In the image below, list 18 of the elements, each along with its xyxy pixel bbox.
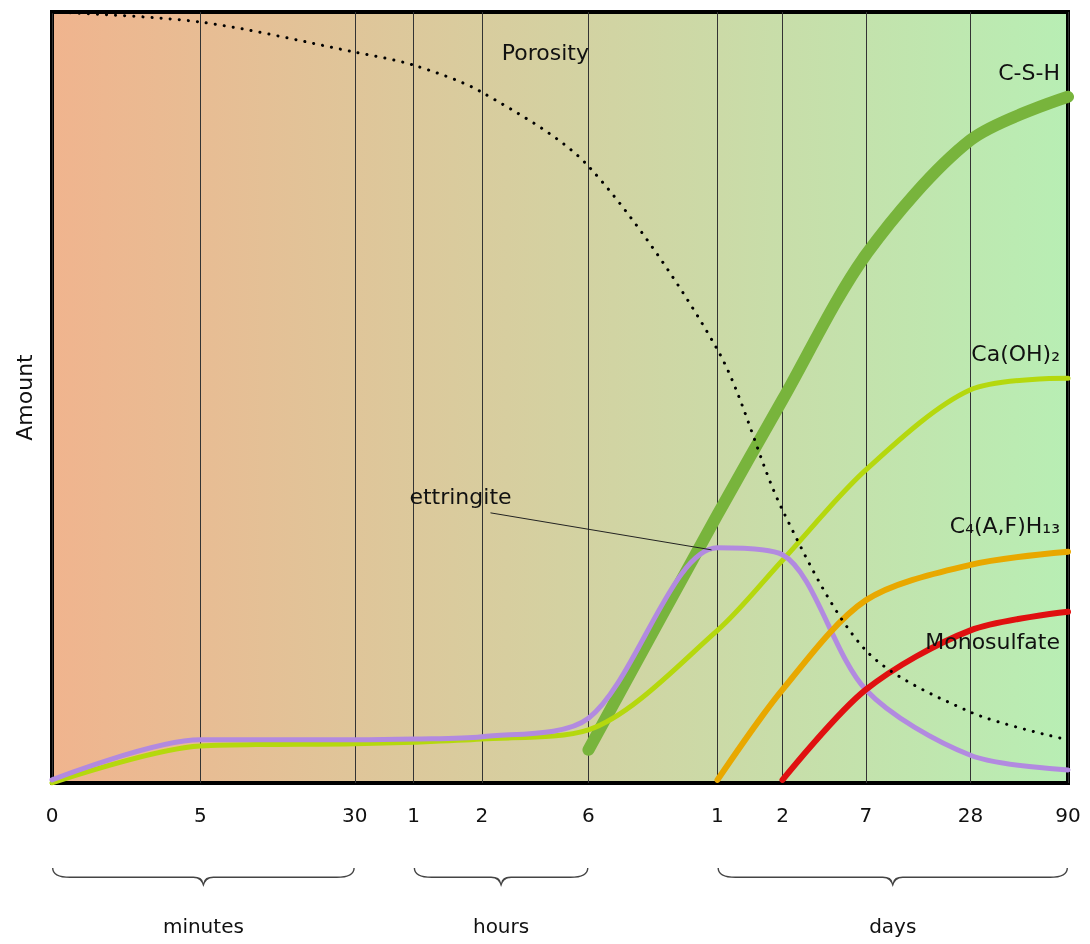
series-label: C-S-H: [998, 60, 1060, 86]
x-tick-label: 1: [407, 803, 421, 827]
x-tick-label: 6: [582, 803, 595, 827]
series-label: Porosity: [501, 39, 589, 65]
x-tick-label: 2: [475, 803, 489, 827]
x-tick-label: 1: [711, 803, 724, 827]
y-axis-title: Amount: [11, 353, 37, 441]
x-tick-label: 28: [957, 803, 984, 827]
text: days: [869, 914, 917, 938]
x-tick-label: 2: [776, 803, 789, 827]
text: minutes: [162, 914, 244, 938]
x-tick-label: 5: [193, 803, 207, 827]
x-tick-label: 90: [1055, 803, 1081, 827]
x-tick-label: 30: [342, 803, 368, 827]
x-tick-label: 7: [859, 803, 873, 827]
x-tick-label: 0: [45, 803, 59, 827]
text: hours: [472, 914, 530, 938]
series-label: Ca(OH)₂: [971, 340, 1060, 366]
